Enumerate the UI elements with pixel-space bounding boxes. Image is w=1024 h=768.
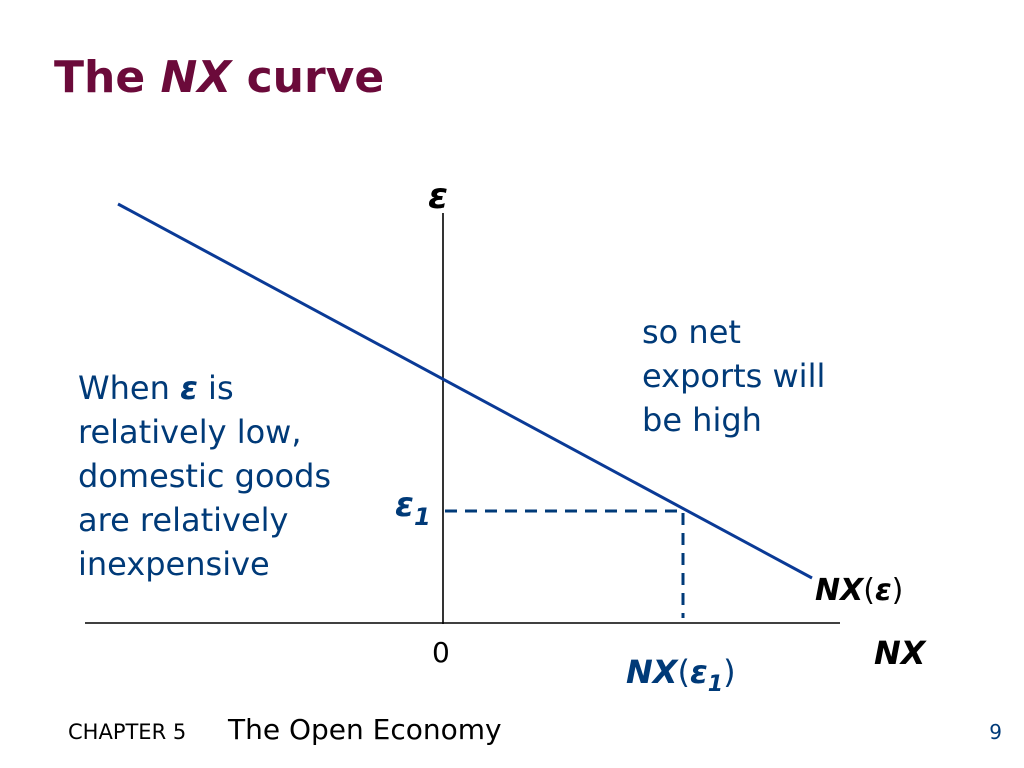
title-pre: The (54, 52, 161, 103)
note-left-part1: When (78, 369, 181, 407)
curve-label-open-paren: ( (863, 573, 875, 608)
note-left-epsilon: ε (180, 369, 198, 407)
page-number: 9 (989, 720, 1002, 744)
x-axis-label: NX (874, 634, 927, 672)
nx1-label-subscript: 1 (708, 672, 723, 697)
eps1-label: ε1 (395, 485, 431, 531)
footer-book-title: The Open Economy (228, 713, 502, 746)
eps1-main: ε (395, 485, 414, 525)
nx1-label-eps: ε (690, 653, 708, 691)
y-axis-label: ε (428, 176, 448, 217)
curve-label-nx: NX (815, 573, 865, 608)
curve-label: NX(ε) (815, 573, 903, 608)
note-left-part2: is relatively low, domestic goods are re… (78, 369, 332, 583)
nx1-label-close-paren: ) (723, 653, 735, 691)
title-post: curve (231, 52, 385, 103)
curve-label-close-paren: ) (892, 573, 904, 608)
eps1-subscript: 1 (414, 503, 431, 531)
footer-chapter: CHAPTER 5 (68, 720, 187, 744)
note-high-net-exports: so net exports will be high (642, 313, 826, 439)
curve-label-eps: ε (875, 573, 892, 608)
nx1-label-nx: NX (626, 653, 679, 691)
slide-title: The NX curve (54, 50, 384, 106)
nx1-label: NX(ε1) (626, 653, 736, 697)
title-emphasis: NX (160, 52, 232, 103)
note-low-exchange-rate: When ε is relatively low, domestic goods… (78, 366, 378, 586)
origin-label: 0 (432, 636, 450, 669)
nx-curve (117, 202, 813, 580)
nx1-label-open-paren: ( (677, 653, 689, 691)
